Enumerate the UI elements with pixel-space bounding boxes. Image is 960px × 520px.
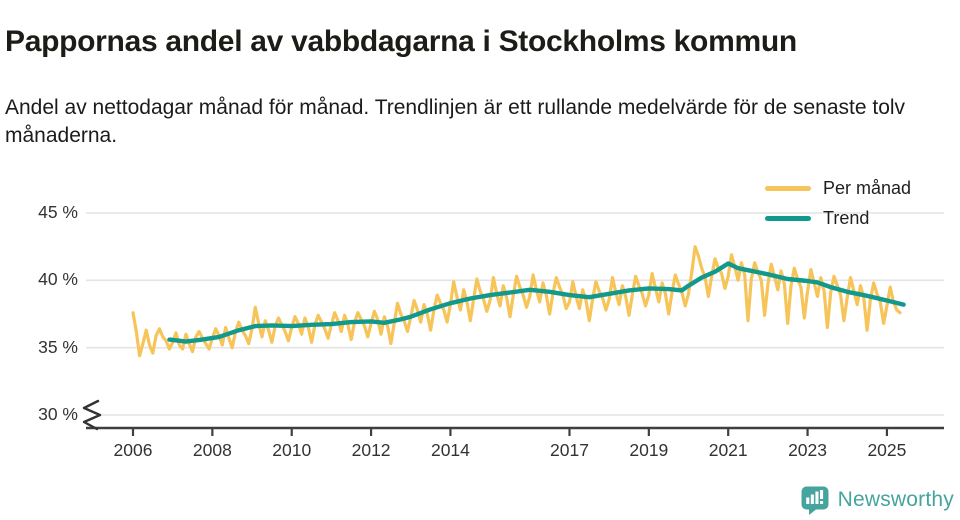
legend-label-trend: Trend: [823, 207, 870, 228]
x-tick-label: 2019: [629, 440, 669, 460]
x-tick-label: 2006: [113, 440, 153, 460]
y-tick-label: 30 %: [38, 404, 78, 424]
y-tick-label: 45 %: [38, 202, 78, 222]
newsworthy-logo-icon: [801, 486, 829, 515]
legend-item-trend: Trend: [765, 203, 911, 233]
trend-line-swatch: [765, 215, 811, 221]
x-tick-label: 2025: [867, 440, 907, 460]
x-tick-label: 2023: [788, 440, 828, 460]
trend-line: [167, 261, 906, 344]
x-tick-label: 2008: [192, 440, 232, 460]
newsworthy-logo[interactable]: Newsworthy: [800, 485, 954, 515]
x-tick-label: 2017: [550, 440, 589, 460]
page-title: Pappornas andel av vabbdagarna i Stockho…: [5, 25, 797, 59]
y-tick-label: 35 %: [38, 336, 78, 357]
y-tick-label: 40 %: [38, 269, 78, 290]
x-tick-label: 2021: [708, 440, 748, 460]
per-manad-line: [131, 245, 902, 358]
legend-item-per-manad: Per månad: [765, 173, 911, 203]
axis-break-icon: [82, 399, 102, 431]
x-tick-label: 2010: [272, 440, 312, 460]
x-tick-label: 2012: [351, 440, 391, 460]
legend: Per månad Trend: [765, 173, 911, 233]
newsworthy-logo-text: Newsworthy: [837, 488, 954, 511]
chart-subtitle: Andel av nettodagar månad för månad. Tre…: [5, 96, 906, 147]
legend-label-per-manad: Per månad: [823, 177, 912, 198]
x-tick-label: 2014: [430, 440, 470, 460]
per-manad-line-swatch: [765, 185, 811, 191]
